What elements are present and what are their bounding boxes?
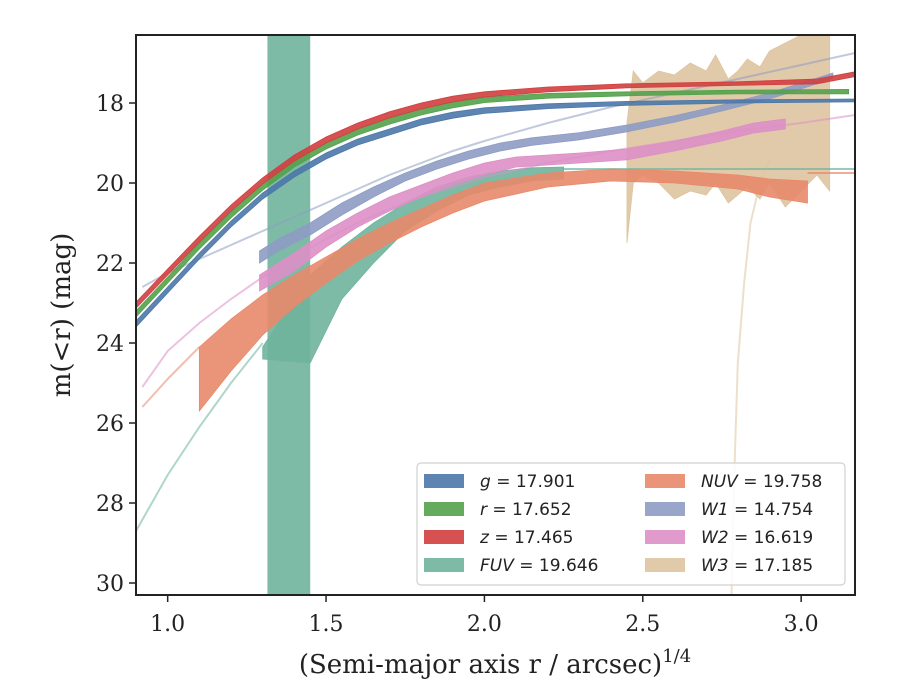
legend-swatch-g	[424, 474, 464, 488]
y-axis: 18 20 22 24 26 28 30	[96, 92, 136, 597]
y-tick-label: 20	[96, 172, 124, 197]
series-w2	[141, 114, 855, 388]
legend-label-w1: W1 = 14.754	[701, 500, 813, 520]
y-tick-label: 30	[96, 572, 124, 597]
legend-box	[416, 462, 846, 586]
x-tick-label: 1.5	[309, 612, 344, 637]
legend-label-fuv: FUV = 19.646	[480, 556, 598, 576]
x-axis: 1.0 1.5 2.0 2.5 3.0	[150, 595, 819, 637]
legend-swatch-r	[424, 502, 464, 516]
z-band	[136, 71, 855, 309]
nuv-band	[198, 168, 808, 413]
w2-band	[259, 118, 786, 292]
y-tick-label: 26	[96, 412, 124, 437]
legend-label-z: z = 17.465	[479, 528, 573, 548]
y-tick-label: 18	[96, 92, 124, 117]
legend-swatch-nuv	[645, 474, 685, 488]
x-tick-label: 2.0	[467, 612, 502, 637]
g-band	[136, 98, 855, 328]
legend-label-nuv: NUV = 19.758	[701, 472, 822, 492]
legend-swatch-w1	[645, 502, 685, 516]
legend-swatch-z	[424, 530, 464, 544]
x-tick-label: 1.0	[150, 612, 185, 637]
x-tick-label: 2.5	[625, 612, 660, 637]
legend-label-g: g = 17.901	[480, 472, 575, 492]
legend: g = 17.901 r = 17.652 z = 17.465 FUV = 19.6…	[416, 462, 846, 586]
nuv-faint-line	[141, 346, 201, 408]
series-g	[136, 98, 855, 328]
x-axis-label: (Semi-major axis r / arcsec)1/4	[299, 646, 691, 680]
legend-swatch-fuv	[424, 558, 464, 572]
y-axis-label: m(<r) (mag)	[47, 233, 77, 398]
x-tick-label: 3.0	[784, 612, 819, 637]
series-nuv	[141, 168, 855, 413]
series-z	[136, 71, 855, 309]
legend-swatch-w3	[645, 558, 685, 572]
fuv-faint-line	[136, 342, 264, 532]
legend-label-r: r = 17.652	[480, 500, 572, 520]
y-tick-label: 28	[96, 492, 124, 517]
y-tick-label: 24	[96, 332, 124, 357]
plot-frame	[135, 34, 856, 596]
legend-label-w2: W2 = 16.619	[701, 528, 813, 548]
y-tick-label: 22	[96, 252, 124, 277]
data-area	[136, 35, 855, 595]
legend-swatch-w2	[645, 530, 685, 544]
legend-label-w3: W3 = 17.185	[701, 556, 813, 576]
